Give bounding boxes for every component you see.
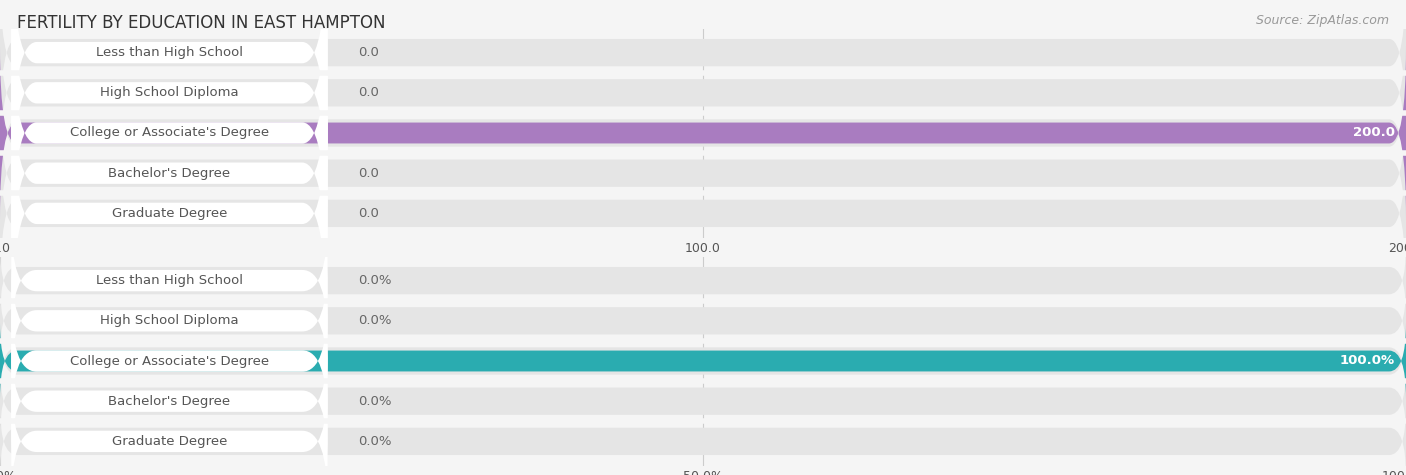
- Text: Bachelor's Degree: Bachelor's Degree: [108, 395, 231, 408]
- FancyBboxPatch shape: [0, 90, 1406, 256]
- FancyBboxPatch shape: [0, 367, 1406, 436]
- Text: High School Diploma: High School Diploma: [100, 314, 239, 327]
- FancyBboxPatch shape: [11, 39, 328, 307]
- Text: 200.0: 200.0: [1353, 126, 1395, 140]
- FancyBboxPatch shape: [0, 0, 1406, 135]
- FancyBboxPatch shape: [0, 246, 1406, 315]
- FancyBboxPatch shape: [0, 323, 1406, 399]
- Text: Graduate Degree: Graduate Degree: [111, 435, 228, 448]
- Text: Less than High School: Less than High School: [96, 46, 243, 59]
- Text: 0.0%: 0.0%: [359, 395, 392, 408]
- FancyBboxPatch shape: [11, 0, 328, 187]
- FancyBboxPatch shape: [0, 47, 1406, 219]
- Text: High School Diploma: High School Diploma: [100, 86, 239, 99]
- FancyBboxPatch shape: [11, 380, 328, 475]
- FancyBboxPatch shape: [0, 131, 1406, 296]
- FancyBboxPatch shape: [11, 219, 328, 342]
- FancyBboxPatch shape: [11, 259, 328, 382]
- FancyBboxPatch shape: [11, 79, 328, 347]
- FancyBboxPatch shape: [11, 0, 328, 227]
- Text: College or Associate's Degree: College or Associate's Degree: [70, 354, 269, 368]
- Text: 0.0%: 0.0%: [359, 314, 392, 327]
- Text: Graduate Degree: Graduate Degree: [111, 207, 228, 220]
- FancyBboxPatch shape: [0, 407, 1406, 475]
- FancyBboxPatch shape: [0, 10, 1406, 176]
- FancyBboxPatch shape: [11, 340, 328, 463]
- Text: 0.0%: 0.0%: [359, 435, 392, 448]
- FancyBboxPatch shape: [0, 326, 1406, 396]
- Text: Bachelor's Degree: Bachelor's Degree: [108, 167, 231, 180]
- FancyBboxPatch shape: [0, 50, 1406, 216]
- Text: 0.0%: 0.0%: [359, 274, 392, 287]
- Text: College or Associate's Degree: College or Associate's Degree: [70, 126, 269, 140]
- Text: Less than High School: Less than High School: [96, 274, 243, 287]
- Text: 0.0: 0.0: [359, 167, 380, 180]
- Text: 0.0: 0.0: [359, 86, 380, 99]
- Text: 0.0: 0.0: [359, 46, 380, 59]
- FancyBboxPatch shape: [11, 0, 328, 267]
- Text: FERTILITY BY EDUCATION IN EAST HAMPTON: FERTILITY BY EDUCATION IN EAST HAMPTON: [17, 14, 385, 32]
- FancyBboxPatch shape: [0, 286, 1406, 355]
- Text: 100.0%: 100.0%: [1340, 354, 1395, 368]
- Text: Source: ZipAtlas.com: Source: ZipAtlas.com: [1256, 14, 1389, 27]
- Text: 0.0: 0.0: [359, 207, 380, 220]
- FancyBboxPatch shape: [11, 299, 328, 423]
